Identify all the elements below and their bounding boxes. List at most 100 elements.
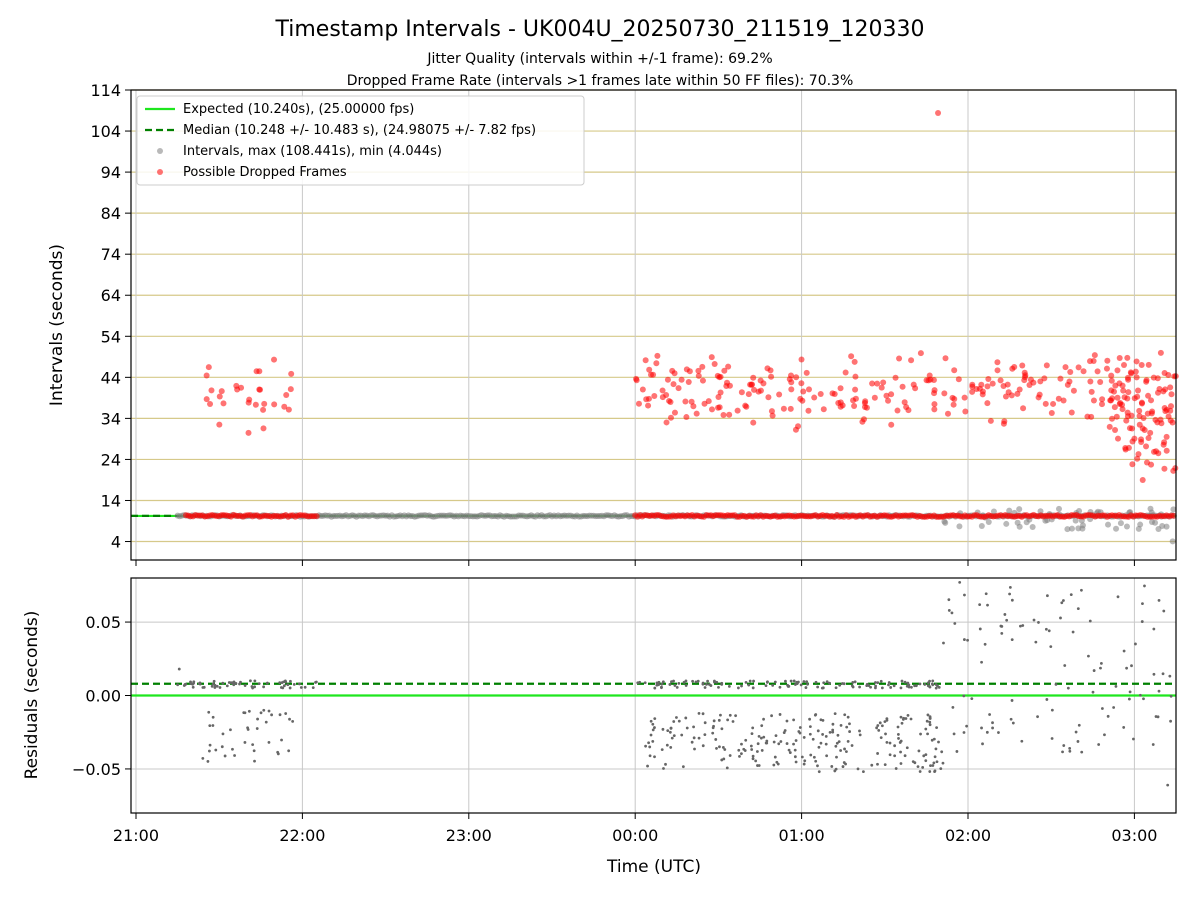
- residual-point: [740, 684, 743, 688]
- residual-point: [1045, 698, 1049, 701]
- residual-point: [757, 734, 761, 738]
- dropped-frame-point: [1099, 396, 1106, 403]
- residual-point: [257, 682, 261, 686]
- residual-point: [928, 723, 932, 727]
- dropped-frame-point: [653, 360, 660, 367]
- dropped-frame-point: [1108, 387, 1115, 394]
- residual-point: [824, 742, 828, 746]
- interval-point: [1137, 521, 1144, 528]
- dropped-frame-point: [820, 406, 827, 413]
- residual-point: [877, 728, 881, 732]
- residual-point: [694, 680, 698, 684]
- residual-point: [1068, 746, 1072, 750]
- residual-point: [893, 744, 897, 748]
- residual-point: [802, 762, 806, 766]
- dropped-frame-point: [633, 377, 640, 384]
- residual-point: [911, 760, 915, 764]
- residual-point: [647, 741, 651, 745]
- residual-point: [1050, 708, 1054, 712]
- legend-intervals-swatch: [157, 148, 163, 154]
- residual-point: [262, 685, 266, 689]
- residual-point: [208, 724, 212, 728]
- residual-point: [714, 738, 718, 741]
- residual-point: [270, 713, 274, 717]
- residual-point: [265, 681, 269, 685]
- residual-point: [1100, 707, 1104, 710]
- legend-intervals-label: Intervals, max (108.441s), min (4.044s): [183, 144, 442, 159]
- residual-point: [221, 732, 225, 736]
- dropped-frame-point: [734, 407, 741, 414]
- residual-point: [685, 726, 689, 730]
- residual-point: [962, 731, 966, 734]
- residual-point: [696, 679, 700, 683]
- dropped-frame-point: [1134, 455, 1141, 462]
- residual-point: [785, 742, 789, 745]
- dropped-frame-point: [1155, 389, 1162, 396]
- dropped-frame-point: [931, 401, 938, 408]
- dropped-frame-point: [1009, 365, 1016, 372]
- dropped-frame-point: [678, 376, 685, 383]
- residual-point: [932, 761, 936, 765]
- dropped-frame-point: [716, 404, 723, 411]
- dropped-frame-point: [750, 419, 757, 426]
- dropped-frame-point: [984, 383, 991, 390]
- top-y-tick-label: 104: [90, 122, 121, 141]
- dropped-frame-point: [1138, 439, 1145, 446]
- residual-point: [721, 746, 725, 749]
- residual-point: [692, 736, 696, 740]
- residual-point: [880, 686, 884, 690]
- dropped-frame-point: [714, 372, 721, 379]
- dropped-frame-point: [1098, 401, 1105, 408]
- residual-point: [1169, 719, 1172, 723]
- residual-point: [955, 750, 959, 753]
- residual-point: [926, 681, 930, 685]
- interval-point: [1064, 526, 1071, 533]
- dropped-frame-point: [941, 390, 948, 397]
- residual-point: [930, 682, 934, 686]
- residual-point: [677, 681, 681, 685]
- dropped-frame-point: [642, 357, 649, 364]
- dropped-frame-point: [261, 400, 268, 407]
- residual-point: [952, 732, 956, 736]
- dropped-frame-point: [1002, 393, 1009, 400]
- residual-point: [814, 713, 818, 716]
- residual-point: [905, 746, 909, 750]
- residual-point: [906, 681, 910, 685]
- residual-point: [794, 760, 798, 764]
- residual-point: [1092, 669, 1096, 672]
- dropped-frame-point: [851, 403, 858, 410]
- residual-point: [708, 683, 711, 686]
- residual-point: [717, 718, 721, 722]
- dropped-frame-point: [829, 390, 836, 397]
- dropped-frame-point: [883, 392, 890, 399]
- dropped-frame-point: [1136, 413, 1143, 420]
- residual-point: [997, 731, 1000, 734]
- dropped-frame-point: [1111, 404, 1118, 411]
- residual-point: [1071, 630, 1075, 634]
- residual-point: [814, 680, 818, 684]
- residual-point: [851, 680, 855, 684]
- residual-point: [792, 679, 796, 683]
- top-y-tick-label: 24: [101, 450, 121, 469]
- dropped-frame-point: [646, 366, 653, 373]
- dropped-frame-point: [683, 366, 690, 373]
- residual-point: [950, 611, 954, 615]
- residual-point: [660, 685, 663, 689]
- residual-point: [211, 724, 215, 727]
- residual-point: [648, 745, 652, 749]
- dropped-frame-point: [1163, 433, 1170, 440]
- residual-point: [788, 751, 792, 754]
- residual-point: [267, 709, 271, 713]
- residual-point: [684, 679, 688, 683]
- dropped-frame-point: [1161, 439, 1168, 446]
- top-y-tick-label: 14: [101, 491, 121, 510]
- dropped-frame-point: [666, 397, 673, 404]
- residual-point: [835, 755, 838, 759]
- residual-point: [970, 697, 974, 701]
- residual-point: [926, 713, 930, 717]
- residual-point: [953, 622, 957, 625]
- residual-point: [243, 684, 247, 687]
- residual-point: [1076, 740, 1080, 743]
- residual-point: [1010, 638, 1014, 642]
- dropped-frame-point: [1145, 435, 1152, 442]
